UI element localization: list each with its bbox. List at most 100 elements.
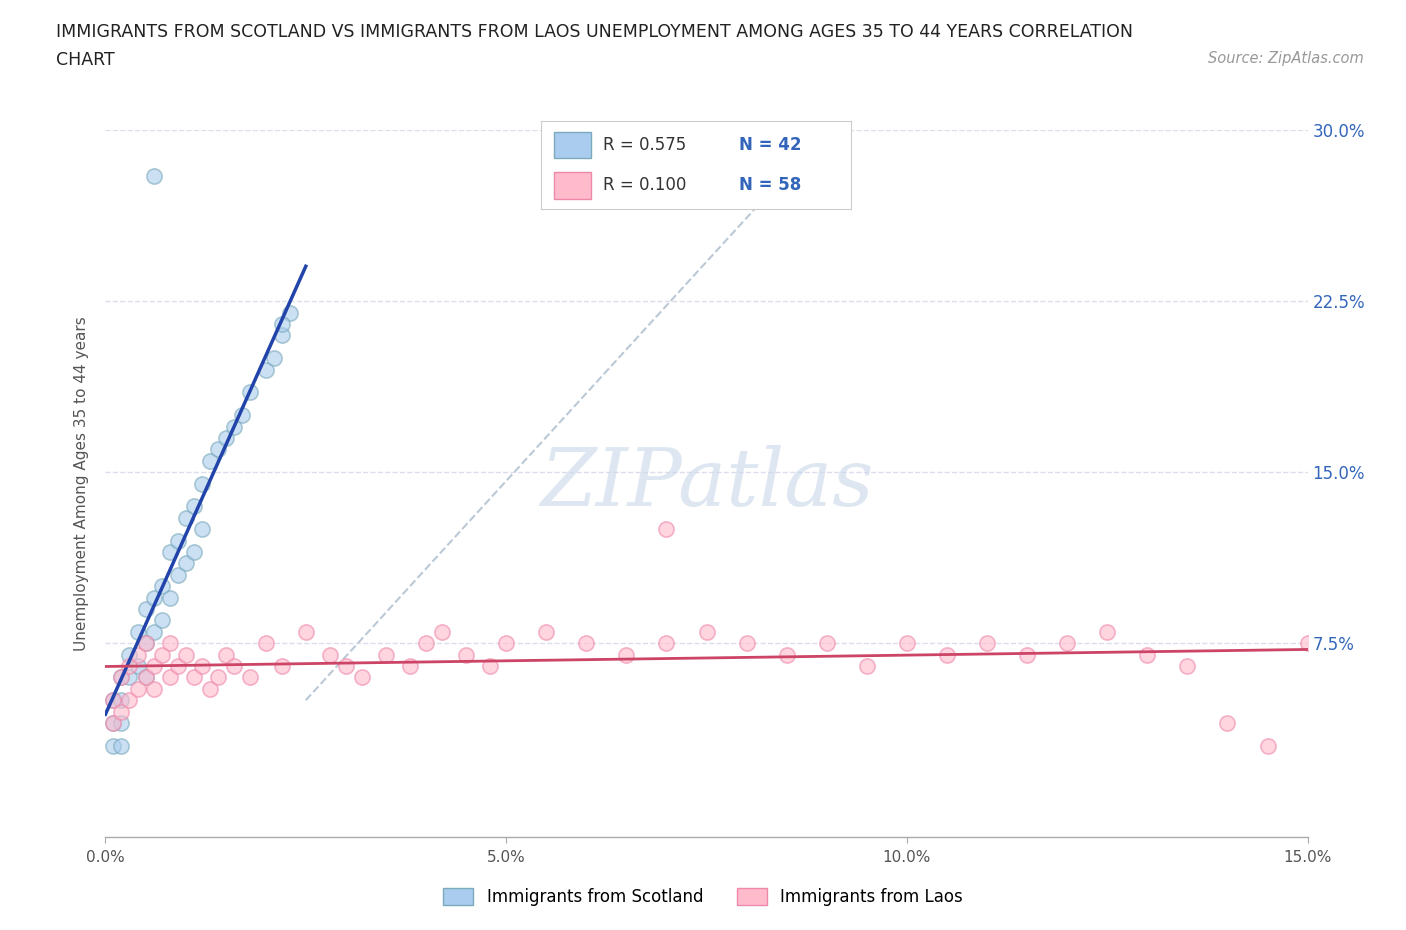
Immigrants from Scotland xyxy=(183,499,205,514)
Immigrants from Laos xyxy=(103,715,125,730)
Immigrants from Laos xyxy=(1216,715,1239,730)
Immigrants from Scotland xyxy=(166,533,188,548)
Immigrants from Scotland xyxy=(142,591,165,605)
Immigrants from Scotland xyxy=(159,545,181,560)
Immigrants from Laos xyxy=(142,658,165,673)
Text: CHART: CHART xyxy=(56,51,115,69)
Immigrants from Scotland xyxy=(214,431,236,445)
Immigrants from Laos xyxy=(159,670,181,684)
Immigrants from Laos xyxy=(335,658,357,673)
Immigrants from Laos xyxy=(118,693,141,708)
Immigrants from Laos xyxy=(976,636,998,651)
Immigrants from Scotland xyxy=(159,591,181,605)
Text: N = 42: N = 42 xyxy=(740,136,801,153)
Immigrants from Laos xyxy=(239,670,262,684)
Immigrants from Laos xyxy=(166,658,188,673)
Immigrants from Laos xyxy=(696,624,718,639)
Immigrants from Scotland xyxy=(263,351,285,365)
Immigrants from Laos xyxy=(415,636,437,651)
Immigrants from Scotland xyxy=(135,636,157,651)
Immigrants from Laos xyxy=(1257,738,1279,753)
Immigrants from Laos xyxy=(190,658,212,673)
Immigrants from Laos xyxy=(254,636,277,651)
Text: R = 0.575: R = 0.575 xyxy=(603,136,686,153)
Text: N = 58: N = 58 xyxy=(740,177,801,194)
Immigrants from Scotland xyxy=(127,624,149,639)
Immigrants from Laos xyxy=(575,636,598,651)
Immigrants from Laos xyxy=(399,658,422,673)
Immigrants from Scotland xyxy=(270,316,292,331)
FancyBboxPatch shape xyxy=(554,172,591,199)
Immigrants from Scotland xyxy=(150,613,173,628)
Immigrants from Scotland xyxy=(142,168,165,183)
Immigrants from Scotland xyxy=(110,715,132,730)
Immigrants from Laos xyxy=(495,636,517,651)
Immigrants from Scotland xyxy=(278,305,301,320)
Immigrants from Laos xyxy=(183,670,205,684)
Immigrants from Laos xyxy=(127,647,149,662)
Immigrants from Laos xyxy=(159,636,181,651)
Text: IMMIGRANTS FROM SCOTLAND VS IMMIGRANTS FROM LAOS UNEMPLOYMENT AMONG AGES 35 TO 4: IMMIGRANTS FROM SCOTLAND VS IMMIGRANTS F… xyxy=(56,23,1133,41)
Immigrants from Scotland xyxy=(135,602,157,617)
Immigrants from Laos xyxy=(207,670,229,684)
Text: R = 0.100: R = 0.100 xyxy=(603,177,686,194)
Immigrants from Scotland xyxy=(207,442,229,457)
Immigrants from Laos xyxy=(222,658,245,673)
Immigrants from Laos xyxy=(150,647,173,662)
Immigrants from Laos xyxy=(135,670,157,684)
Immigrants from Laos xyxy=(174,647,197,662)
Immigrants from Laos xyxy=(110,704,132,719)
Immigrants from Laos xyxy=(135,636,157,651)
Immigrants from Scotland xyxy=(198,453,221,468)
Immigrants from Laos xyxy=(1017,647,1039,662)
Immigrants from Laos xyxy=(1056,636,1078,651)
Legend: Immigrants from Scotland, Immigrants from Laos: Immigrants from Scotland, Immigrants fro… xyxy=(437,881,969,912)
Immigrants from Scotland xyxy=(142,624,165,639)
Immigrants from Laos xyxy=(855,658,877,673)
Immigrants from Laos xyxy=(735,636,758,651)
Text: ZIPatlas: ZIPatlas xyxy=(540,445,873,523)
Immigrants from Laos xyxy=(936,647,959,662)
Immigrants from Scotland xyxy=(183,545,205,560)
Immigrants from Scotland xyxy=(118,647,141,662)
Immigrants from Laos xyxy=(430,624,453,639)
Immigrants from Scotland xyxy=(110,693,132,708)
Text: Source: ZipAtlas.com: Source: ZipAtlas.com xyxy=(1208,51,1364,66)
Immigrants from Scotland xyxy=(270,328,292,343)
Immigrants from Laos xyxy=(454,647,477,662)
Y-axis label: Unemployment Among Ages 35 to 44 years: Unemployment Among Ages 35 to 44 years xyxy=(75,316,90,651)
Immigrants from Scotland xyxy=(110,670,132,684)
Immigrants from Scotland xyxy=(166,567,188,582)
Immigrants from Scotland xyxy=(190,522,212,537)
Immigrants from Laos xyxy=(110,670,132,684)
Immigrants from Laos xyxy=(655,636,678,651)
Immigrants from Laos xyxy=(142,682,165,697)
Immigrants from Scotland xyxy=(174,511,197,525)
Immigrants from Laos xyxy=(118,658,141,673)
Immigrants from Scotland xyxy=(190,476,212,491)
Immigrants from Scotland xyxy=(150,578,173,593)
Immigrants from Laos xyxy=(1136,647,1159,662)
Immigrants from Laos xyxy=(319,647,342,662)
Immigrants from Scotland xyxy=(239,385,262,400)
Immigrants from Scotland xyxy=(127,658,149,673)
Immigrants from Scotland xyxy=(231,407,253,422)
Immigrants from Scotland xyxy=(103,738,125,753)
Immigrants from Laos xyxy=(374,647,398,662)
Immigrants from Scotland xyxy=(103,693,125,708)
Immigrants from Laos xyxy=(127,682,149,697)
Immigrants from Laos xyxy=(103,693,125,708)
Immigrants from Laos xyxy=(896,636,918,651)
Immigrants from Laos xyxy=(1177,658,1199,673)
Immigrants from Scotland xyxy=(103,715,125,730)
Immigrants from Laos xyxy=(1097,624,1119,639)
Immigrants from Laos xyxy=(616,647,638,662)
Immigrants from Scotland xyxy=(135,670,157,684)
Immigrants from Scotland xyxy=(110,738,132,753)
Immigrants from Laos xyxy=(270,658,292,673)
Immigrants from Laos xyxy=(815,636,838,651)
Immigrants from Scotland xyxy=(118,670,141,684)
Immigrants from Laos xyxy=(655,522,678,537)
Immigrants from Scotland xyxy=(222,419,245,434)
Immigrants from Laos xyxy=(214,647,236,662)
